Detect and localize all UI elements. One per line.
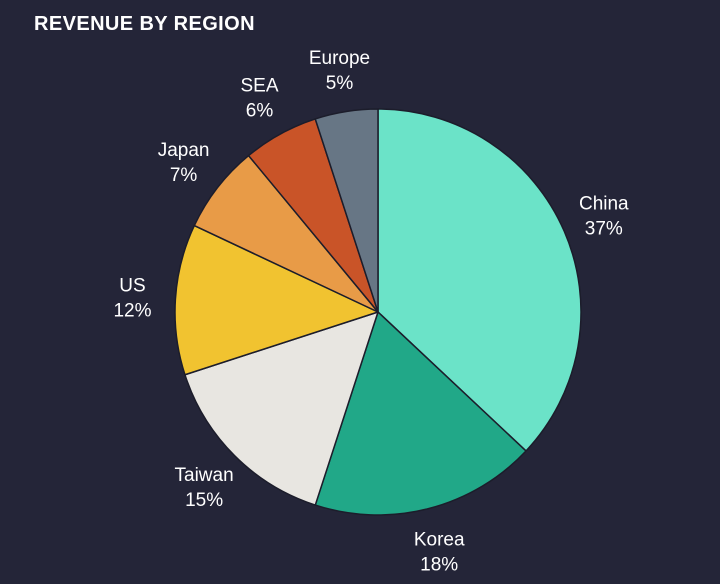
- pie-slice-us: [174, 224, 379, 376]
- slice-value-europe: 5%: [326, 73, 354, 94]
- slice-label-japan: Japan: [158, 140, 210, 161]
- slice-value-us: 12%: [113, 301, 151, 322]
- slice-label-us: US: [119, 276, 145, 297]
- pie-labels: China 37% Korea 18% Taiwan 15% US 12% Japan 7% SEA…: [113, 48, 629, 575]
- pie-slice-korea: [314, 311, 527, 516]
- slice-label-europe: Europe: [309, 48, 370, 69]
- pie-slice-china: [377, 108, 582, 452]
- slice-label-sea: SEA: [240, 75, 278, 96]
- pie-slices: [174, 108, 582, 516]
- pie-slice-europe: [314, 108, 379, 313]
- slice-value-korea: 18%: [420, 554, 458, 575]
- slice-label-china: China: [579, 193, 629, 214]
- slice-value-sea: 6%: [246, 100, 274, 121]
- slice-value-china: 37%: [585, 218, 623, 239]
- slice-value-taiwan: 15%: [185, 490, 223, 511]
- slice-value-japan: 7%: [170, 165, 198, 186]
- chart-title: REVENUE BY REGION: [34, 13, 255, 35]
- pie-slice-taiwan: [184, 311, 379, 506]
- slice-label-korea: Korea: [414, 529, 465, 550]
- slice-label-taiwan: Taiwan: [175, 465, 234, 486]
